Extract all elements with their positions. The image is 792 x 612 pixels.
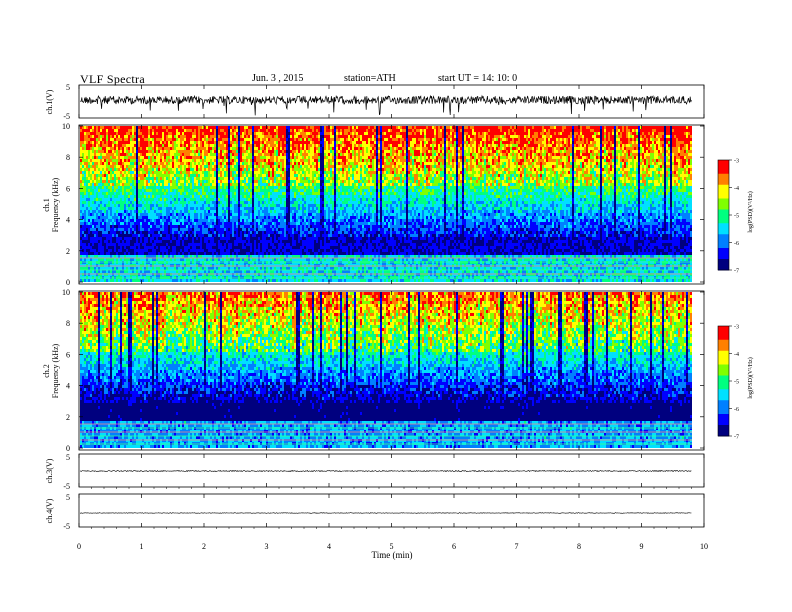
ch1-ylabel: ch.1(V) (45, 89, 54, 114)
ch3-waveform-panel: 5 -5 ch.3(V) (45, 453, 705, 491)
freq-tick-label: 8 (66, 153, 70, 162)
colorbar-tick-label: -3 (734, 159, 739, 165)
x-tick-label: 0 (77, 542, 81, 551)
x-axis-ticks: 0 1 2 3 4 5 6 7 8 9 10 (77, 85, 708, 551)
ch3-ylabel: ch.3(V) (45, 458, 54, 483)
x-tick-label: 5 (390, 542, 394, 551)
freq-tick-label: 2 (66, 413, 70, 422)
x-tick-label: 3 (265, 542, 269, 551)
colorbar-tick-label: -3 (734, 325, 739, 331)
colorbar-tick-label: -6 (734, 241, 739, 247)
x-tick-label: 4 (327, 542, 331, 551)
x-axis-label: Time (min) (372, 550, 413, 560)
station-label: station=ATH (344, 73, 396, 84)
freq-tick-label: 2 (66, 247, 70, 256)
x-tick-label: 1 (140, 542, 144, 551)
ch3-ytick-bottom: -5 (63, 482, 70, 491)
ch3-waveform-line (79, 469, 692, 473)
ch1-colorbar: -3 -4 -5 -6 -7 (717, 159, 739, 275)
ch1-waveform-panel: 5 -5 ch.1(V) (45, 83, 705, 121)
freq-tick-label: 6 (66, 184, 70, 193)
freq-tick-label: 10 (62, 122, 70, 131)
colorbar-tick-label: -5 (734, 214, 739, 220)
freq-tick-label: 0 (66, 278, 70, 287)
x-tick-label: 6 (452, 542, 456, 551)
ch2-spectrogram-image (80, 292, 692, 448)
ch2-colorbar: -3 -4 -5 -6 -7 (717, 325, 739, 441)
x-tick-label: 9 (640, 542, 644, 551)
ch4-ytick-top: 5 (66, 493, 70, 502)
colorbar-tick-label: -4 (734, 186, 739, 192)
colorbar-tick-label: -7 (734, 269, 739, 275)
colorbar-tick-label: -5 (734, 380, 739, 386)
ch1-spec-ylabel: Frequency (kHz) (51, 177, 60, 232)
x-tick-label: 2 (202, 542, 206, 551)
ch2-spec-channel: ch.2 (42, 364, 51, 378)
ch1-colorbar-label: log(PSD)(V²/Hz) (747, 191, 754, 232)
freq-tick-label: 6 (66, 350, 70, 359)
freq-tick-label: 10 (62, 288, 70, 297)
ch2-colorbar-label: log(PSD)(V²/Hz) (747, 357, 754, 398)
colorbar-tick-label: -4 (734, 352, 739, 358)
ch4-ytick-bottom: -5 (63, 522, 70, 531)
x-tick-label: 10 (700, 542, 708, 551)
freq-tick-label: 4 (66, 216, 70, 225)
colorbar-tick-label: -7 (734, 435, 739, 441)
ch4-waveform-line (79, 512, 692, 514)
colorbar-tick-label: -6 (734, 407, 739, 413)
ch1-waveform-line (79, 94, 692, 116)
ch4-waveform-panel: 5 -5 ch.4(V) (45, 493, 705, 531)
x-tick-label: 8 (577, 542, 581, 551)
ch2-yticks: 0 2 4 6 8 10 (62, 288, 704, 453)
ch1-ytick-top: 5 (66, 83, 70, 92)
ch1-spectrogram-image (80, 126, 692, 282)
ch1-yticks: 0 2 4 6 8 10 (62, 122, 704, 287)
freq-tick-label: 4 (66, 382, 70, 391)
ch1-spec-channel: ch.1 (42, 198, 51, 212)
start-time-label: start UT = 14: 10: 0 (438, 73, 517, 84)
ch3-ytick-top: 5 (66, 453, 70, 462)
ch4-ylabel: ch.4(V) (45, 498, 54, 523)
date-label: Jun. 3 , 2015 (252, 73, 303, 84)
ch1-ytick-bottom: -5 (63, 112, 70, 121)
ch2-spec-ylabel: Frequency (kHz) (51, 343, 60, 398)
freq-tick-label: 0 (66, 444, 70, 453)
x-tick-label: 7 (515, 542, 519, 551)
figure-title: VLF Spectra (80, 72, 145, 87)
freq-tick-label: 8 (66, 319, 70, 328)
